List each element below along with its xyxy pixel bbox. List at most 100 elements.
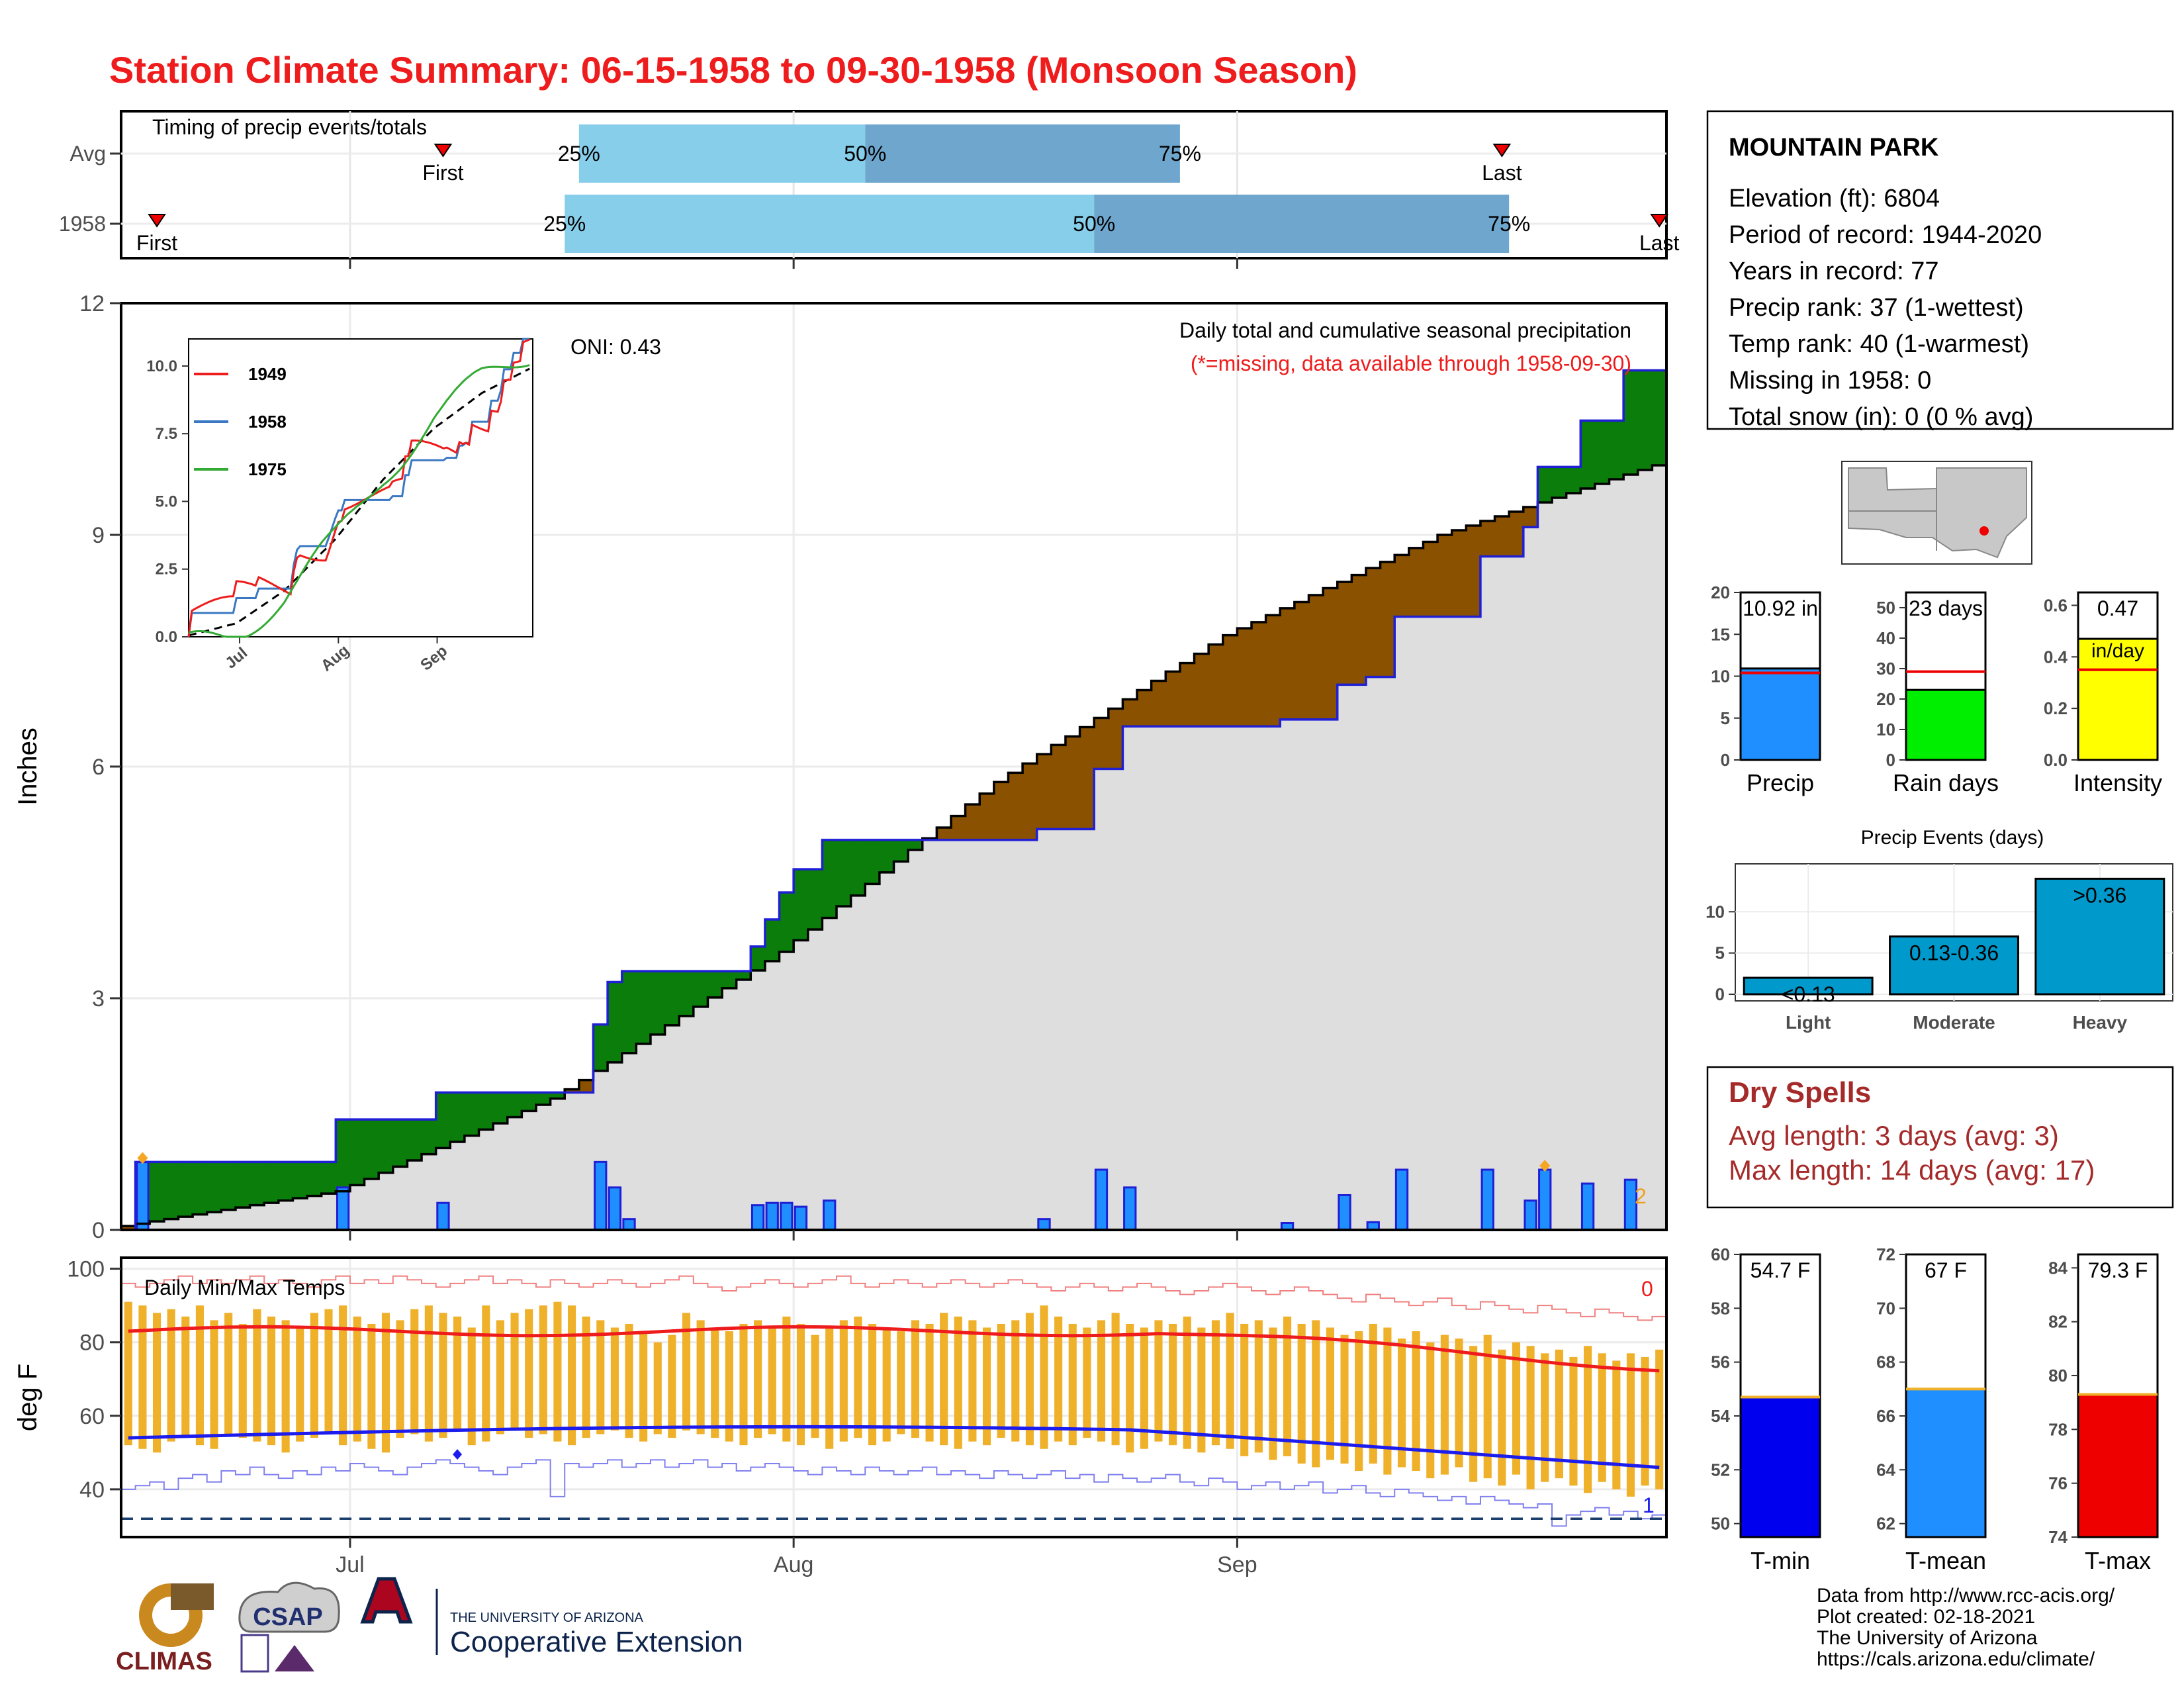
mini-bar-ytick-label: 10 (1711, 667, 1730, 686)
daily-temp-bar (539, 1305, 547, 1434)
daily-temp-bar (1555, 1349, 1563, 1479)
above-average-fill (435, 1092, 451, 1149)
mini-bar-ytick-label: 0.0 (2044, 750, 2068, 770)
daily-temp-bar (1483, 1335, 1492, 1479)
climas-logo-text: CLIMAS (116, 1648, 212, 1675)
below-average-fill (1523, 507, 1539, 528)
above-average-fill (206, 1162, 222, 1213)
precip-ylabel: Inches (13, 727, 42, 806)
precip-ytick-label: 0 (92, 1218, 105, 1243)
daily-temp-bar (1240, 1323, 1249, 1456)
below-average-fill (1023, 763, 1038, 840)
above-average-fill (1623, 370, 1639, 475)
above-average-fill (464, 1092, 480, 1136)
xtick-label: Jul (336, 1552, 364, 1577)
daily-precip-bar (780, 1201, 794, 1231)
record-low-line (121, 1459, 1666, 1527)
above-average-fill (264, 1162, 279, 1203)
temp-summary-ytick-label: 60 (1711, 1244, 1730, 1264)
mini-bar-ytick-label: 20 (1711, 583, 1730, 602)
quartile-label: 25% (543, 212, 586, 236)
temp-summary-value: 54.7 F (1751, 1258, 1811, 1282)
station-info-line: Years in record: 77 (1729, 258, 1939, 285)
daily-temp-bar (1440, 1335, 1449, 1475)
above-average-fill (178, 1162, 193, 1217)
daily-temp-bar (1598, 1353, 1606, 1482)
oni-label: ONI: 0.43 (570, 335, 661, 359)
footer-line: The University of Arizona (1817, 1627, 2038, 1649)
above-average-fill (865, 839, 880, 884)
daily-temp-bar (1169, 1323, 1177, 1446)
daily-temp-bar (954, 1316, 962, 1449)
daily-temp-bar (1469, 1346, 1478, 1482)
above-average-fill (707, 971, 723, 998)
inset-line-1949 (187, 338, 530, 637)
daily-temp-bar (997, 1323, 1005, 1438)
daily-temp-bar (296, 1327, 304, 1442)
above-average-fill (908, 839, 923, 850)
footer: Data from http://www.rcc-acis.org/Plot c… (116, 1577, 2115, 1675)
daily-temp-bar (1011, 1320, 1020, 1442)
csap-logo: CSAP (238, 1581, 340, 1673)
temp-summary-ytick-label: 80 (2048, 1366, 2068, 1385)
daily-temp-bar (625, 1323, 633, 1438)
daily-precip-bar (608, 1186, 622, 1231)
daily-temp-bar (711, 1327, 719, 1438)
below-average-fill (936, 827, 952, 840)
daily-precip-bar (751, 1204, 765, 1231)
precip-ytick-label: 9 (92, 523, 105, 548)
daily-temp-bar (1369, 1323, 1377, 1464)
above-average-fill (392, 1119, 408, 1167)
daily-temp-bar (1655, 1349, 1664, 1489)
daily-temp-bar (1340, 1335, 1349, 1464)
below-average-fill (1194, 653, 1209, 727)
station-name: MOUNTAIN PARK (1729, 134, 1939, 162)
station-info-line: Precip rank: 37 (1-wettest) (1729, 294, 2024, 322)
temp-summary-name: T-max (2085, 1547, 2151, 1574)
temp-ytick-label: 40 (79, 1477, 105, 1503)
above-average-fill (1609, 420, 1624, 479)
timing-marker-icon (1650, 214, 1669, 228)
daily-temp-bar (1140, 1327, 1148, 1449)
daily-temp-bar (138, 1305, 147, 1449)
daily-precip-bar (1580, 1182, 1595, 1231)
daily-temp-bar (281, 1320, 290, 1453)
below-average-fill (1408, 547, 1424, 617)
precip-ytick-label: 12 (79, 291, 105, 316)
above-average-fill (422, 1119, 437, 1154)
daily-temp-bar (1283, 1316, 1292, 1456)
quartile-band-upper (865, 124, 1180, 183)
temp-summary-ytick-label: 72 (1876, 1244, 1895, 1264)
daily-temp-bar (968, 1320, 977, 1442)
above-average-fill (650, 971, 666, 1035)
above-average-fill (493, 1092, 508, 1123)
station-info-line: Total snow (in): 0 (0 % avg) (1729, 403, 2033, 431)
avg-min-temp-line (128, 1425, 1660, 1470)
below-average-fill (1480, 521, 1496, 557)
inset-line-1958 (187, 338, 530, 637)
above-average-fill (1637, 370, 1653, 470)
temp-summary-ytick-label: 50 (1711, 1514, 1730, 1534)
below-average-fill (1151, 680, 1166, 727)
daily-temp-bar (381, 1313, 390, 1453)
below-average-fill (1451, 530, 1467, 617)
mini-bar-name: Rain days (1893, 769, 1999, 796)
quartile-band-upper (1094, 195, 1510, 253)
above-average-fill (1552, 467, 1567, 498)
above-average-fill (478, 1092, 494, 1130)
daily-temp-bar (1383, 1327, 1392, 1475)
mini-bar (2077, 637, 2159, 761)
season-totals-panel: 10.92 in 0 5 10 15 20 Precip 23 days 0 10 20 30 40 50… (1711, 583, 2162, 796)
daily-temp-bar (1297, 1323, 1306, 1464)
below-average-fill (1208, 644, 1224, 727)
above-average-fill (407, 1119, 422, 1160)
daily-temp-bar (167, 1309, 175, 1442)
daily-temp-bar (811, 1335, 819, 1438)
daily-temp-bar (839, 1320, 848, 1442)
above-average-fill (664, 971, 680, 1025)
daily-temp-bar (496, 1320, 504, 1434)
daily-temp-bar (1154, 1320, 1163, 1442)
below-average-fill (1265, 615, 1281, 727)
above-average-fill (522, 1092, 537, 1111)
above-average-fill (837, 839, 852, 907)
